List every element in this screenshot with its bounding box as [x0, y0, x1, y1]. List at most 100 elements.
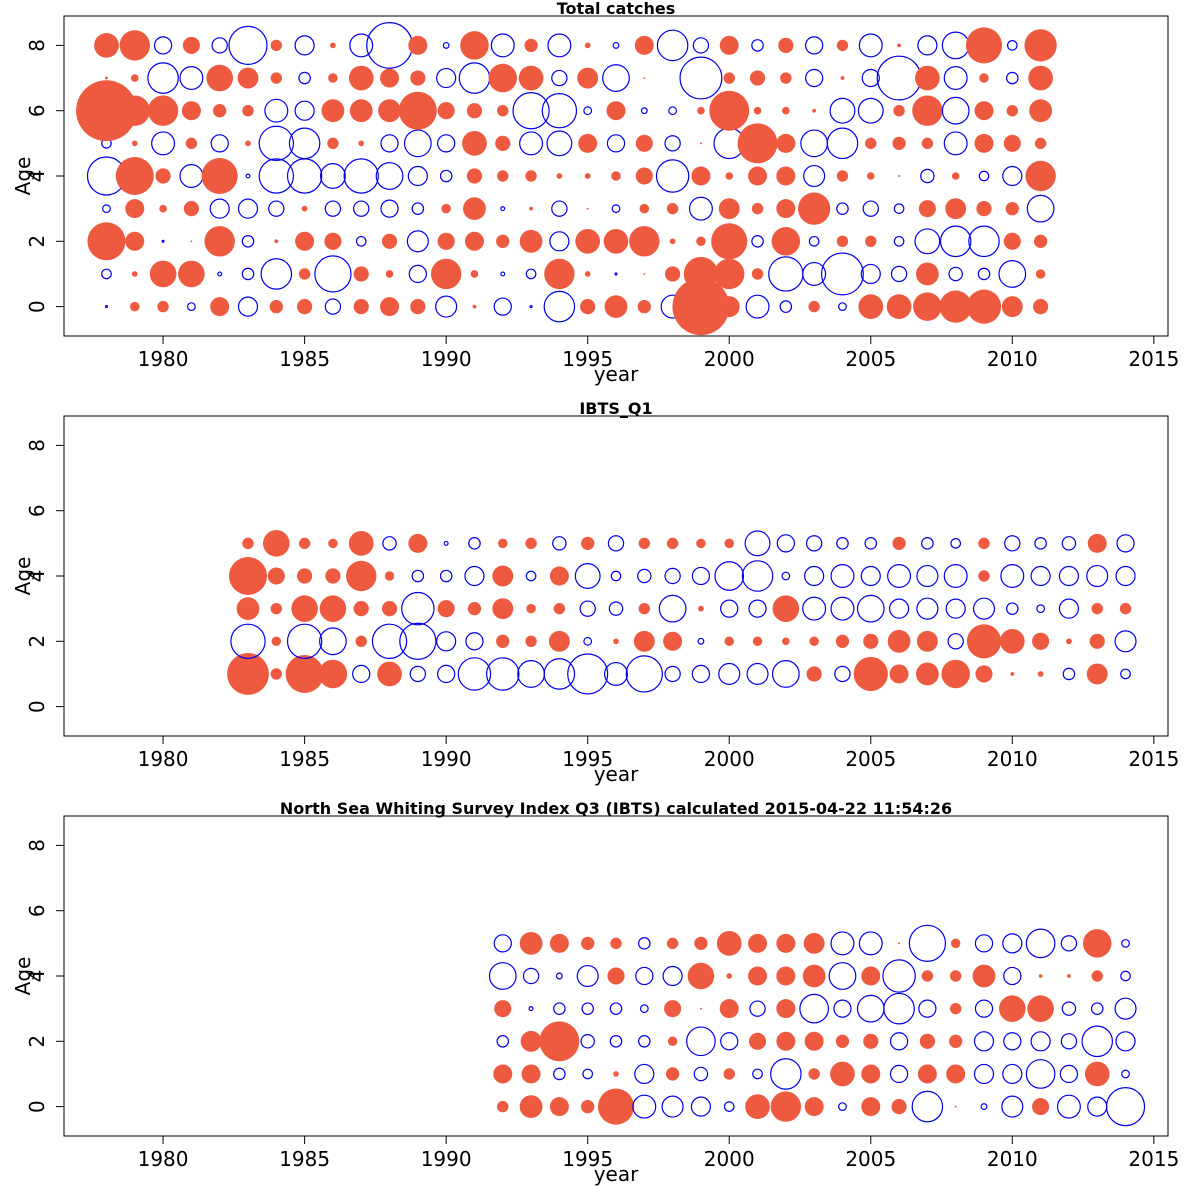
residual-bubble: [496, 1035, 510, 1048]
residual-bubble: [804, 565, 825, 587]
residual-bubble: [285, 654, 324, 693]
residual-bubble: [1004, 535, 1021, 552]
residual-bubble: [488, 63, 518, 93]
residual-bubble: [274, 239, 279, 244]
residual-bubble: [439, 169, 453, 183]
residual-bubble: [467, 602, 482, 616]
residual-bubble: [893, 104, 905, 117]
residual-bubble: [1062, 667, 1076, 681]
residual-bubble: [472, 304, 477, 309]
residual-bubble: [410, 70, 426, 86]
residual-bubble: [1037, 671, 1044, 677]
residual-bubble: [830, 563, 855, 588]
residual-bubble: [581, 1002, 594, 1015]
residual-bubble: [838, 1102, 847, 1112]
residual-bubble: [776, 966, 796, 986]
residual-bubble: [835, 1034, 850, 1048]
residual-bubble: [237, 67, 259, 89]
residual-bubble: [998, 260, 1027, 288]
residual-bubble: [664, 1000, 682, 1018]
residual-bubble: [745, 294, 770, 319]
residual-bubble: [553, 1002, 566, 1015]
residual-bubble: [539, 1021, 580, 1062]
residual-bubble: [1036, 604, 1046, 614]
residual-bubble: [155, 168, 171, 184]
residual-bubble: [159, 204, 167, 213]
residual-bubble: [264, 98, 289, 123]
residual-bubble: [1082, 929, 1112, 958]
residual-bubble: [1025, 928, 1056, 959]
residual-bubble: [887, 563, 912, 588]
residual-bubble: [519, 229, 543, 253]
residual-bubble: [353, 266, 369, 282]
residual-bubble: [465, 632, 484, 651]
residual-bubble: [698, 605, 704, 612]
y-tick-label: 4: [25, 570, 49, 583]
residual-bubble: [130, 301, 140, 312]
residual-bubble: [858, 33, 883, 58]
residual-bubble: [972, 597, 996, 620]
residual-bubble: [979, 73, 989, 83]
residual-bubble: [441, 203, 451, 214]
residual-bubble: [314, 255, 352, 293]
residual-bubble: [635, 167, 653, 185]
x-tick-label: 2000: [704, 747, 755, 771]
residual-bubble: [355, 635, 367, 648]
residual-bubble: [346, 560, 377, 592]
residual-bubble: [950, 938, 961, 949]
y-tick-label: 6: [25, 504, 49, 517]
residual-bubble: [210, 134, 229, 153]
residual-bubble: [353, 200, 370, 217]
residual-bubble: [968, 225, 1000, 258]
residual-bubble: [966, 624, 1002, 659]
residual-bubble: [1087, 533, 1107, 553]
residual-bubble: [943, 66, 968, 91]
x-tick-label: 2000: [704, 347, 755, 371]
residual-bubble: [381, 233, 398, 249]
residual-bubble: [411, 569, 425, 583]
residual-bubble: [836, 235, 849, 248]
residual-bubble: [556, 173, 563, 179]
residual-bubble: [808, 300, 820, 313]
residual-bubble: [866, 172, 875, 180]
residual-bubble: [495, 135, 511, 151]
residual-bubble: [94, 33, 119, 58]
residual-bubble: [809, 636, 819, 647]
residual-bubble: [606, 101, 626, 121]
residual-bubble: [399, 622, 437, 660]
residual-bubble: [286, 158, 323, 194]
residual-bubble: [366, 21, 413, 69]
residual-bubble: [914, 228, 941, 255]
residual-bubble: [745, 1094, 770, 1119]
residual-bubble: [714, 561, 745, 591]
residual-bubble: [119, 30, 150, 61]
residual-bubble: [211, 37, 228, 54]
residual-bubble: [1025, 160, 1056, 192]
residual-bubble: [632, 1094, 657, 1119]
residual-bubble: [613, 638, 619, 645]
residual-bubble: [466, 103, 483, 119]
residual-bubble: [916, 630, 938, 652]
residual-bubble: [210, 297, 230, 317]
residual-bubble: [409, 665, 427, 683]
residual-bubble: [526, 603, 536, 614]
residual-bubble: [353, 299, 369, 315]
residual-bubble: [348, 65, 374, 91]
residual-bubble: [1000, 563, 1025, 588]
residual-bubble: [724, 538, 734, 549]
x-axis-label: year: [594, 762, 639, 786]
residual-bubble: [1032, 632, 1050, 650]
residual-bubble: [663, 631, 683, 651]
residual-bubble: [584, 173, 591, 179]
residual-bubble: [1067, 974, 1071, 978]
residual-bubble: [943, 131, 968, 156]
residual-bubble: [408, 533, 428, 553]
residual-bubble: [665, 266, 681, 282]
residual-bubble: [443, 540, 449, 546]
residual-bubble: [119, 95, 150, 126]
x-tick-label: 1985: [279, 347, 330, 371]
residual-bubble: [751, 235, 764, 248]
residual-bubble: [803, 164, 826, 188]
residual-bubble: [856, 594, 885, 623]
y-tick-label: 2: [25, 1035, 49, 1048]
